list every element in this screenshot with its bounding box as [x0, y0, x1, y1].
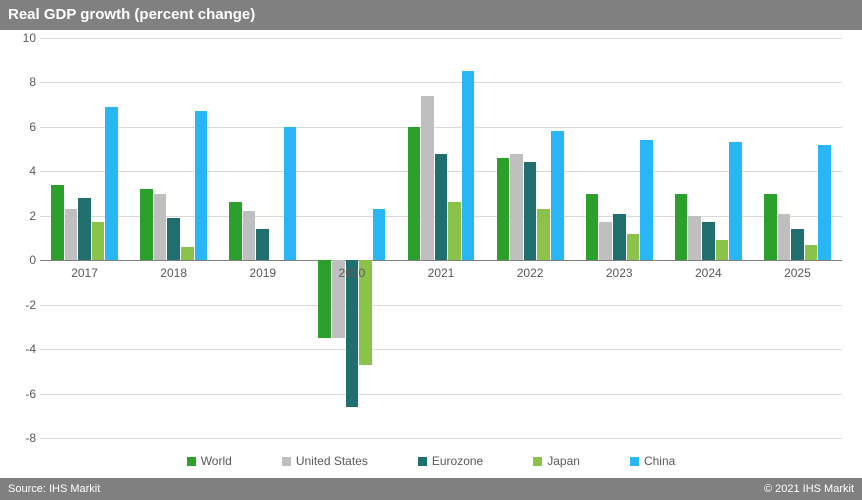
y-tick-label: 10: [10, 31, 36, 45]
legend-swatch: [282, 457, 291, 466]
bar: [181, 247, 194, 260]
y-tick-label: -2: [10, 298, 36, 312]
bar: [627, 234, 640, 261]
bar: [256, 229, 269, 260]
bar: [373, 209, 386, 260]
bar: [154, 194, 167, 261]
bar: [497, 158, 510, 260]
bar: [702, 222, 715, 260]
y-tick-label: 8: [10, 75, 36, 89]
bar: [408, 127, 421, 260]
legend-item: Eurozone: [418, 454, 483, 468]
bar: [764, 194, 777, 261]
bar: [462, 71, 475, 260]
gridline: [40, 394, 842, 395]
legend-label: United States: [296, 454, 368, 468]
bar: [435, 154, 448, 261]
chart-title: Real GDP growth (percent change): [8, 6, 255, 23]
bar: [78, 198, 91, 260]
gridline: [40, 438, 842, 439]
gridline: [40, 349, 842, 350]
footer-bar: Source: IHS Markit © 2021 IHS Markit: [0, 478, 862, 500]
bar: [818, 145, 831, 261]
x-tick-label: 2017: [71, 266, 98, 280]
bar: [105, 107, 118, 260]
bar: [778, 214, 791, 261]
x-tick-label: 2023: [606, 266, 633, 280]
bar: [229, 202, 242, 260]
gridline: [40, 127, 842, 128]
bar: [586, 194, 599, 261]
zero-line: [40, 260, 842, 261]
title-bar: Real GDP growth (percent change): [0, 0, 862, 30]
bar: [524, 162, 537, 260]
legend-item: Japan: [533, 454, 580, 468]
legend-item: World: [187, 454, 232, 468]
gridline: [40, 38, 842, 39]
x-tick-label: 2019: [249, 266, 276, 280]
legend: World United States Eurozone Japan China: [0, 450, 862, 472]
bar: [448, 202, 461, 260]
y-tick-label: -8: [10, 431, 36, 445]
y-tick-label: 4: [10, 164, 36, 178]
y-tick-label: -4: [10, 342, 36, 356]
legend-swatch: [533, 457, 542, 466]
bar: [551, 131, 564, 260]
bar: [688, 216, 701, 260]
gridline: [40, 305, 842, 306]
bar: [51, 185, 64, 261]
legend-swatch: [187, 457, 196, 466]
legend-label: Japan: [547, 454, 580, 468]
x-tick-label: 2020: [339, 266, 366, 280]
copyright-text: © 2021 IHS Markit: [764, 483, 854, 495]
legend-label: Eurozone: [432, 454, 483, 468]
y-tick-label: 2: [10, 209, 36, 223]
y-tick-label: -6: [10, 387, 36, 401]
x-tick-label: 2021: [428, 266, 455, 280]
bar: [729, 142, 742, 260]
legend-label: World: [201, 454, 232, 468]
x-tick-label: 2025: [784, 266, 811, 280]
legend-swatch: [418, 457, 427, 466]
bar: [716, 240, 729, 260]
y-tick-label: 6: [10, 120, 36, 134]
x-tick-label: 2024: [695, 266, 722, 280]
bar: [195, 111, 208, 260]
plot-area: -8-6-4-202468102017201820192020202120222…: [40, 38, 842, 438]
bar: [675, 194, 688, 261]
bar: [805, 245, 818, 261]
bar: [791, 229, 804, 260]
bar: [640, 140, 653, 260]
bar: [599, 222, 612, 260]
bar: [243, 211, 256, 260]
bar: [510, 154, 523, 261]
bar: [346, 260, 359, 407]
x-tick-label: 2018: [160, 266, 187, 280]
bar: [537, 209, 550, 260]
legend-swatch: [630, 457, 639, 466]
legend-item: China: [630, 454, 675, 468]
legend-item: United States: [282, 454, 368, 468]
legend-label: China: [644, 454, 675, 468]
bar: [92, 222, 105, 260]
bar: [613, 214, 626, 261]
bar: [284, 127, 297, 260]
bar: [140, 189, 153, 260]
x-tick-label: 2022: [517, 266, 544, 280]
bar: [167, 218, 180, 260]
source-text: Source: IHS Markit: [8, 483, 100, 495]
bar: [421, 96, 434, 260]
gridline: [40, 82, 842, 83]
chart-container: Real GDP growth (percent change) -8 -6 -4 -…: [0, 0, 862, 500]
bar: [65, 209, 78, 260]
bar: [318, 260, 331, 338]
y-tick-label: 0: [10, 253, 36, 267]
